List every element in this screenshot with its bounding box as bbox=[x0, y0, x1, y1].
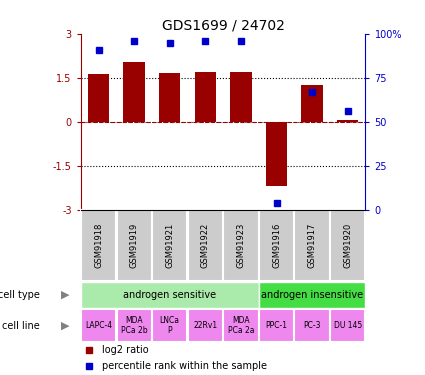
Text: GSM91916: GSM91916 bbox=[272, 223, 281, 268]
FancyBboxPatch shape bbox=[259, 309, 294, 342]
Text: GSM91919: GSM91919 bbox=[130, 223, 139, 268]
Text: PPC-1: PPC-1 bbox=[266, 321, 288, 330]
Text: LAPC-4: LAPC-4 bbox=[85, 321, 112, 330]
FancyBboxPatch shape bbox=[116, 210, 152, 281]
Bar bbox=[88, 74, 109, 122]
FancyBboxPatch shape bbox=[259, 210, 294, 281]
FancyBboxPatch shape bbox=[188, 309, 223, 342]
Text: GSM91923: GSM91923 bbox=[236, 223, 245, 268]
FancyBboxPatch shape bbox=[259, 282, 366, 308]
Bar bbox=[337, 120, 358, 122]
Text: GSM91921: GSM91921 bbox=[165, 223, 174, 268]
FancyBboxPatch shape bbox=[81, 210, 116, 281]
Bar bbox=[195, 72, 216, 122]
Text: cell type: cell type bbox=[0, 290, 40, 300]
FancyBboxPatch shape bbox=[295, 210, 330, 281]
Text: DU 145: DU 145 bbox=[334, 321, 362, 330]
FancyBboxPatch shape bbox=[223, 309, 258, 342]
Text: LNCa
P: LNCa P bbox=[160, 316, 180, 335]
Text: GSM91917: GSM91917 bbox=[308, 223, 317, 268]
Text: 22Rv1: 22Rv1 bbox=[193, 321, 218, 330]
Text: percentile rank within the sample: percentile rank within the sample bbox=[102, 360, 267, 370]
Text: MDA
PCa 2b: MDA PCa 2b bbox=[121, 316, 147, 335]
Text: GSM91920: GSM91920 bbox=[343, 223, 352, 268]
FancyBboxPatch shape bbox=[330, 210, 366, 281]
Text: ▶: ▶ bbox=[61, 321, 69, 331]
FancyBboxPatch shape bbox=[81, 282, 258, 308]
Text: log2 ratio: log2 ratio bbox=[102, 345, 149, 355]
FancyBboxPatch shape bbox=[152, 309, 187, 342]
Text: ▶: ▶ bbox=[61, 290, 69, 300]
Bar bbox=[301, 85, 323, 122]
Text: cell line: cell line bbox=[2, 321, 40, 331]
Bar bbox=[123, 62, 145, 122]
Text: androgen sensitive: androgen sensitive bbox=[123, 290, 216, 300]
Bar bbox=[159, 74, 180, 122]
Text: GSM91922: GSM91922 bbox=[201, 223, 210, 268]
FancyBboxPatch shape bbox=[330, 309, 366, 342]
Text: PC-3: PC-3 bbox=[303, 321, 321, 330]
FancyBboxPatch shape bbox=[152, 210, 187, 281]
Bar bbox=[266, 122, 287, 186]
FancyBboxPatch shape bbox=[295, 309, 330, 342]
FancyBboxPatch shape bbox=[223, 210, 258, 281]
Text: MDA
PCa 2a: MDA PCa 2a bbox=[228, 316, 254, 335]
Text: GSM91918: GSM91918 bbox=[94, 223, 103, 268]
Title: GDS1699 / 24702: GDS1699 / 24702 bbox=[162, 19, 285, 33]
FancyBboxPatch shape bbox=[188, 210, 223, 281]
FancyBboxPatch shape bbox=[81, 309, 116, 342]
Text: androgen insensitive: androgen insensitive bbox=[261, 290, 363, 300]
FancyBboxPatch shape bbox=[116, 309, 152, 342]
Bar bbox=[230, 72, 252, 122]
